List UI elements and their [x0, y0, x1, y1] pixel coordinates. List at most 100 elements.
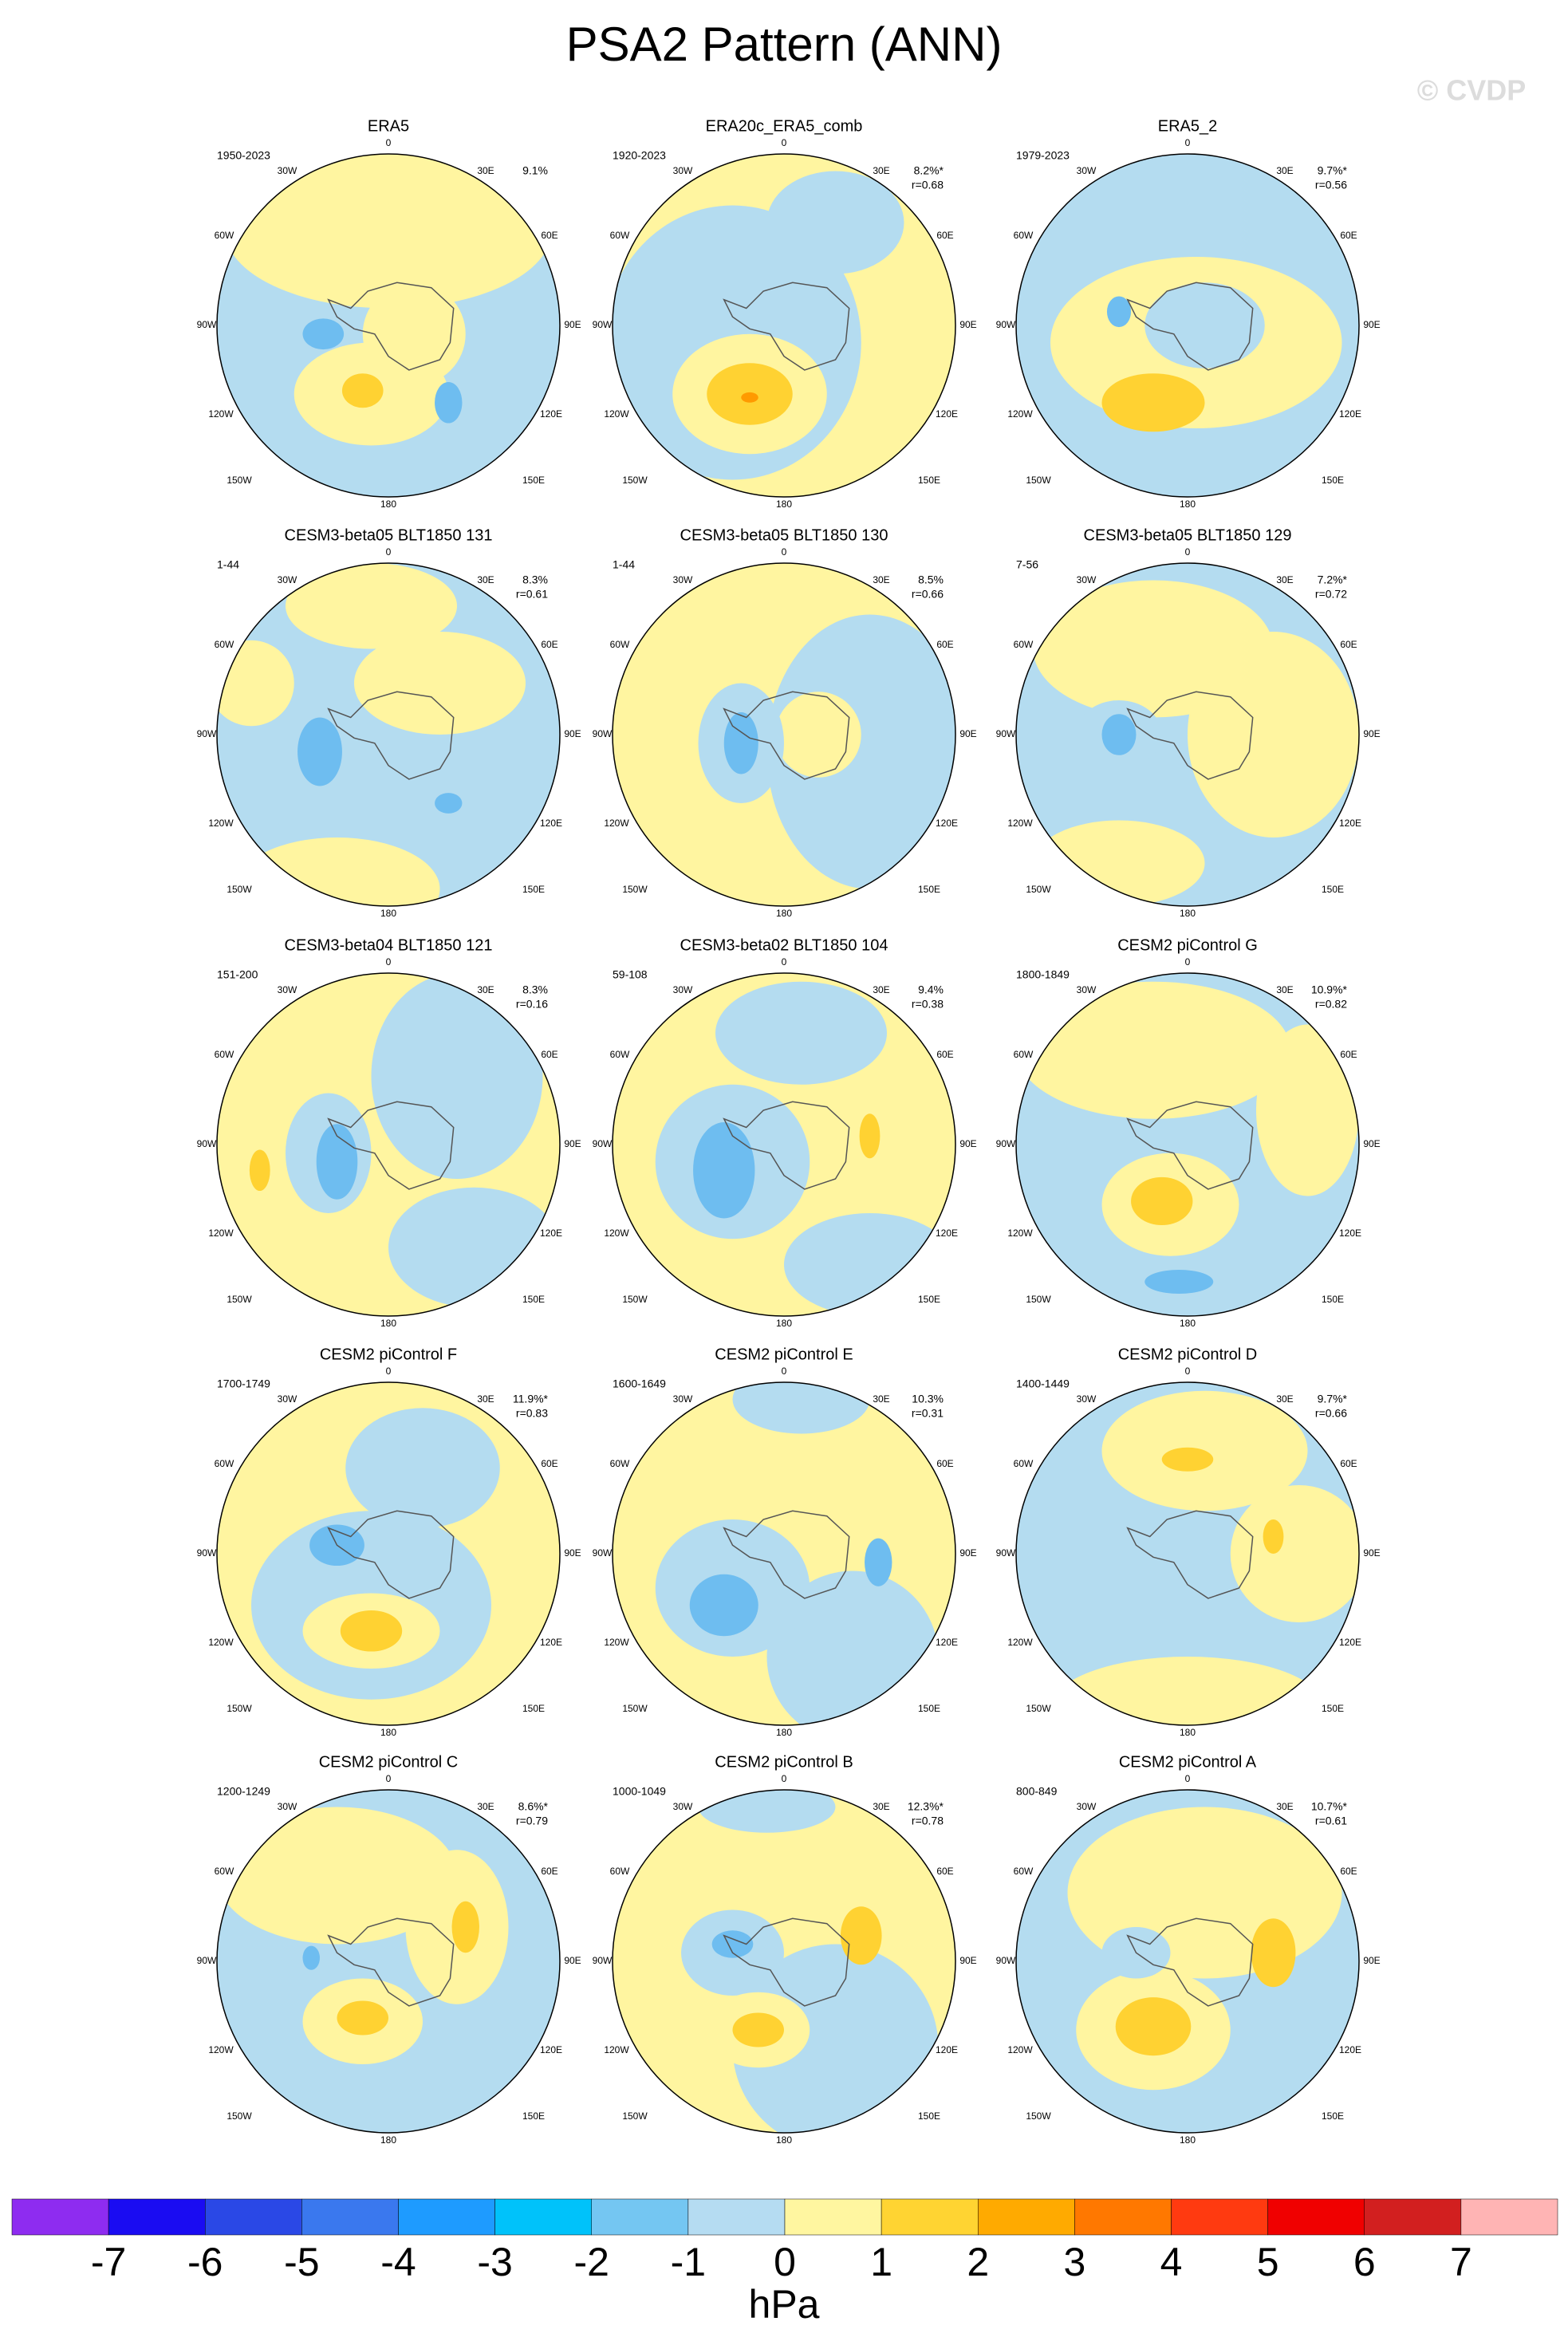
map-panel: CESM3-beta05 BLT1850 130 1-44 8.5% r=0.66 0 3… — [593, 526, 977, 919]
lon-label: 90E — [564, 319, 581, 330]
lon-label: 150E — [522, 884, 545, 895]
colorbar-label: 3 — [1063, 2240, 1085, 2284]
field — [217, 1790, 560, 2133]
field-contour — [1101, 714, 1137, 755]
lon-label: 180 — [380, 499, 396, 510]
lon-label: 60E — [541, 230, 557, 241]
colorbar-label: 5 — [1257, 2240, 1279, 2284]
field — [1016, 563, 1359, 906]
field-contour — [337, 2000, 388, 2036]
map-panel: ERA5 1950-2023 9.1% 0 30E 60E 90E 120E 150E 180 15… — [197, 117, 581, 510]
correlation: r=0.82 — [1315, 998, 1347, 1011]
lon-label: 60W — [610, 1866, 630, 1877]
lon-label: 90W — [996, 728, 1016, 739]
lon-label: 150E — [918, 1703, 940, 1714]
lon-label: 90W — [593, 1955, 613, 1966]
lon-label: 30W — [278, 574, 297, 585]
lon-label: 0 — [1185, 1773, 1191, 1784]
colorbar-label: 4 — [1160, 2240, 1183, 2284]
field-contour — [435, 793, 463, 814]
field — [1016, 154, 1359, 497]
lon-label: 30W — [278, 1393, 297, 1405]
lon-label: 0 — [1185, 137, 1191, 148]
field — [217, 563, 560, 906]
colorbar-label: -1 — [671, 2240, 706, 2284]
lon-label: 30W — [673, 165, 693, 176]
colorbar-label: -3 — [477, 2240, 512, 2284]
lon-label: 150W — [622, 475, 648, 486]
lon-label: 90E — [1363, 728, 1380, 739]
lon-label: 180 — [1180, 2134, 1196, 2146]
lon-label: 90W — [593, 1138, 613, 1149]
field-contour — [302, 318, 345, 350]
coastline — [1126, 691, 1254, 780]
years: 7-56 — [1016, 558, 1038, 571]
lon-label: 0 — [386, 956, 392, 968]
lon-label: 60E — [1340, 1458, 1357, 1469]
map-panel: CESM2 piControl E 1600-1649 10.3% r=0.31 0 30… — [593, 1346, 977, 1738]
lon-label: 30E — [477, 1393, 494, 1405]
lon-label: 120E — [540, 2044, 562, 2055]
lon-label: 180 — [1180, 499, 1196, 510]
lon-label: 150W — [622, 884, 648, 895]
colorbar-label: 1 — [870, 2240, 892, 2284]
lon-label: 180 — [1180, 1727, 1196, 1738]
lon-label: 90W — [593, 728, 613, 739]
lon-label: 150W — [227, 1703, 252, 1714]
years: 1920-2023 — [613, 149, 666, 162]
field — [1016, 973, 1359, 1316]
percent: 10.7%* — [1311, 1800, 1348, 1813]
lon-label: 0 — [782, 1773, 787, 1784]
lon-label: 120W — [1007, 1228, 1033, 1239]
correlation: r=0.83 — [516, 1407, 548, 1420]
lon-label: 0 — [1185, 956, 1191, 968]
field-contour — [741, 392, 758, 403]
percent: 8.3% — [522, 983, 548, 996]
field — [1016, 1790, 1359, 2133]
years: 1-44 — [613, 558, 635, 571]
lon-label: 30E — [873, 1393, 889, 1405]
lon-label: 0 — [386, 546, 392, 558]
lon-label: 30W — [673, 984, 693, 995]
lon-label: 30E — [477, 165, 494, 176]
color-box — [687, 2198, 786, 2236]
lon-label: 120W — [1007, 2044, 1033, 2055]
lon-label: 60W — [610, 1458, 630, 1469]
lon-label: 30E — [1276, 1801, 1293, 1812]
lon-label: 90E — [959, 728, 976, 739]
coastline — [1126, 1510, 1254, 1599]
field-contour — [1251, 1918, 1296, 1988]
field-contour — [1230, 1485, 1359, 1622]
panel-title: ERA5 — [368, 117, 409, 135]
map-border — [216, 972, 561, 1317]
lon-label: 30W — [673, 1801, 693, 1812]
color-box — [301, 2198, 399, 2236]
field-contour — [1131, 1176, 1193, 1226]
lon-label: 60E — [936, 1458, 953, 1469]
lon-label: 30E — [1276, 984, 1293, 995]
percent: 9.4% — [918, 983, 944, 996]
field-contour — [1115, 1997, 1192, 2056]
lon-label: 150E — [522, 2110, 545, 2122]
field-contour — [766, 171, 904, 274]
percent: 9.1% — [522, 164, 548, 177]
lon-label: 60W — [610, 230, 630, 241]
lon-label: 60W — [610, 1049, 630, 1060]
color-box — [398, 2198, 495, 2236]
lon-label: 30E — [873, 984, 889, 995]
lon-label: 60W — [215, 1866, 234, 1877]
lon-label: 90E — [959, 319, 976, 330]
lon-label: 90E — [959, 1138, 976, 1149]
panel-title: CESM2 piControl A — [1119, 1753, 1257, 1771]
correlation: r=0.61 — [1315, 1815, 1347, 1827]
correlation: r=0.66 — [912, 588, 944, 601]
lon-label: 60E — [541, 1049, 557, 1060]
lon-label: 30E — [477, 574, 494, 585]
lon-label: 30W — [1077, 984, 1097, 995]
lon-label: 30W — [278, 984, 297, 995]
lon-label: 150W — [1026, 1294, 1051, 1305]
correlation: r=0.79 — [516, 1815, 548, 1827]
field-contour — [1263, 1519, 1284, 1554]
map-panel: CESM3-beta04 BLT1850 121 151-200 8.3% r=0.1… — [197, 936, 581, 1329]
correlation: r=0.38 — [912, 998, 944, 1011]
